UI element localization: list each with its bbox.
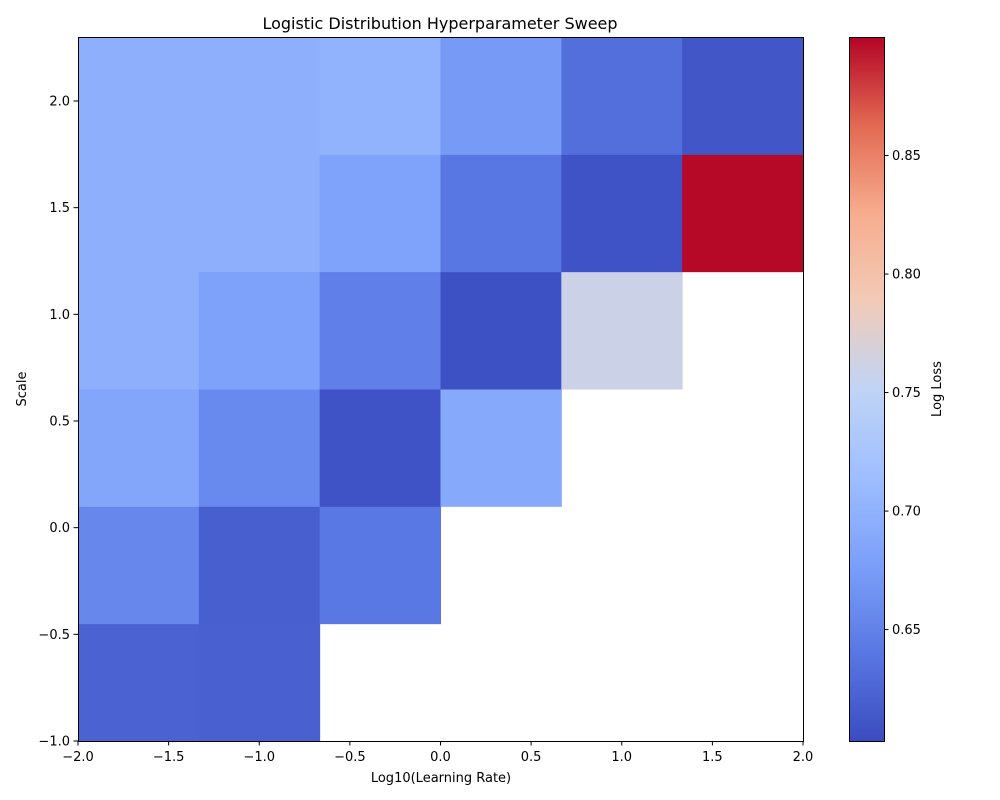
heatmap-cell	[78, 389, 200, 507]
heatmap-cell	[682, 154, 804, 273]
y-tick-label: 2.0	[49, 95, 70, 110]
x-tick-label: 1.5	[702, 750, 723, 765]
x-tick-label: −2.0	[62, 750, 94, 765]
y-tick-label: 0.5	[49, 415, 70, 430]
heatmap-cell	[198, 154, 321, 273]
colorbar-tick-label: 0.75	[892, 386, 921, 401]
x-tick-label: 2.0	[793, 750, 814, 765]
x-tick-label: −1.0	[243, 750, 275, 765]
heatmap-cell	[78, 154, 200, 273]
x-tick-label: −0.5	[334, 750, 366, 765]
x-tick-label: −1.5	[153, 750, 185, 765]
heatmap-cell	[561, 271, 683, 390]
heatmap-cell	[78, 37, 200, 155]
heatmap-cell	[319, 389, 441, 507]
heatmap-cell	[561, 37, 683, 155]
y-axis-ticks: −1.0 −0.5 0.0 0.5 1.0 1.5 2.0	[38, 95, 78, 750]
y-tick-label: 1.0	[49, 308, 70, 323]
y-axis-label: Scale	[15, 372, 30, 407]
x-tick-label: 0.5	[521, 750, 542, 765]
colorbar-ticks: 0.65 0.70 0.75 0.80 0.85	[884, 149, 921, 638]
colorbar	[849, 37, 884, 741]
heatmap-cell	[440, 389, 562, 507]
heatmap-cell	[198, 271, 321, 390]
y-tick-label: −1.0	[38, 735, 70, 750]
heatmap-cell	[440, 271, 562, 390]
heatmap-cell	[561, 154, 683, 273]
colorbar-tick-label: 0.80	[892, 268, 921, 283]
x-axis-label: Log10(Learning Rate)	[371, 771, 511, 786]
heatmap-cells	[78, 37, 804, 742]
heatmap-cell	[198, 389, 321, 507]
heatmap-cell	[198, 506, 321, 625]
x-axis-ticks: −2.0 −1.5 −1.0 −0.5 0.0 0.5 1.0 1.5 2.0	[62, 741, 813, 765]
x-tick-label: 0.0	[430, 750, 451, 765]
y-tick-label: 0.0	[49, 521, 70, 536]
heatmap-cell	[319, 154, 441, 273]
y-tick-label: −0.5	[38, 628, 70, 643]
heatmap-cell	[440, 37, 562, 155]
colorbar-frame	[849, 37, 885, 742]
y-tick-label: 1.5	[49, 201, 70, 216]
heatmap-cell	[682, 37, 804, 155]
heatmap-cell	[440, 154, 562, 273]
heatmap-cell	[78, 506, 200, 625]
colorbar-tick-label: 0.70	[892, 505, 921, 520]
heatmap-cell	[198, 623, 321, 742]
heatmap-cell	[78, 623, 200, 742]
chart-title: Logistic Distribution Hyperparameter Swe…	[262, 14, 617, 33]
colorbar-label: Log Loss	[930, 361, 945, 417]
colorbar-tick-label: 0.65	[892, 623, 921, 638]
heatmap-cell	[319, 37, 441, 155]
colorbar-tick-label: 0.85	[892, 149, 921, 164]
x-tick-label: 1.0	[611, 750, 632, 765]
heatmap-cell	[78, 271, 200, 390]
heatmap-cell	[198, 37, 321, 155]
heatmap-cell	[319, 271, 441, 390]
heatmap-cell	[319, 506, 441, 625]
